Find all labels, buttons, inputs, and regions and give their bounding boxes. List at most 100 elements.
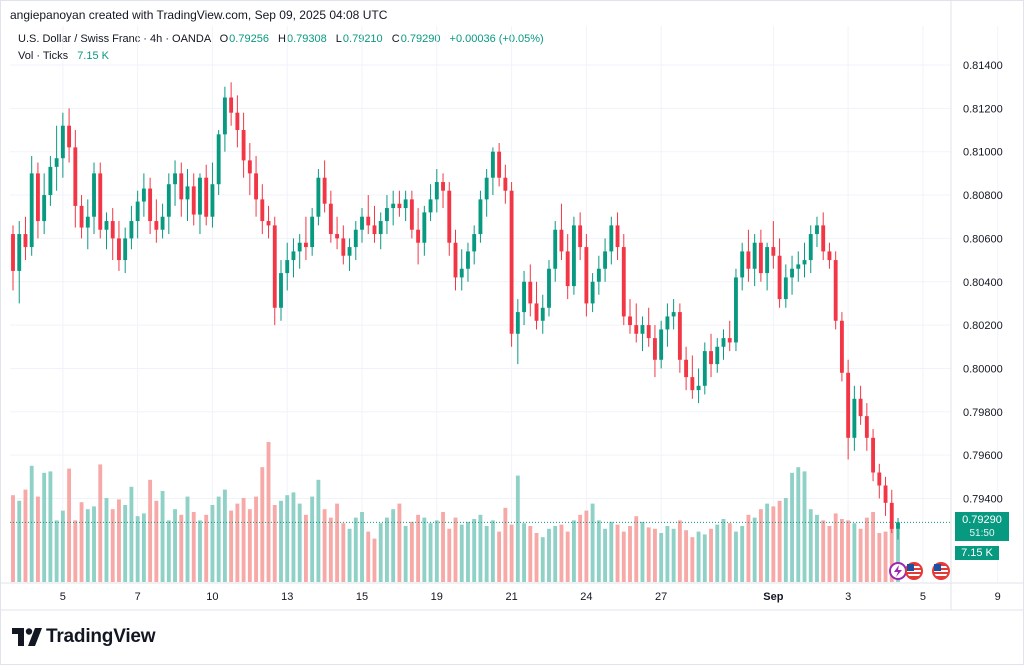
candle-37 (241, 112, 246, 178)
candle-56 (360, 208, 364, 243)
candle-18 (123, 227, 128, 274)
volume-bar-5 (42, 472, 47, 582)
volume-bar-107 (677, 520, 682, 582)
candle-64 (409, 190, 414, 239)
candle-body-123 (777, 255, 782, 300)
volume-bar-26 (173, 509, 177, 582)
candle-body-42 (272, 225, 277, 308)
candle-13 (92, 162, 96, 235)
candle-body-84 (534, 303, 539, 321)
volume-label[interactable]: Vol · Ticks (18, 50, 69, 62)
us-flag-event-icon[interactable] (905, 562, 923, 580)
volume-bar-129 (815, 514, 819, 582)
candle-body-61 (391, 203, 396, 209)
volume-bar-100 (634, 516, 639, 582)
volume-bar-48 (310, 496, 315, 582)
candle-94 (596, 255, 601, 295)
candle-body-112 (709, 351, 713, 365)
open-label: O (219, 33, 229, 45)
candle-body-99 (628, 316, 632, 326)
candle-17 (117, 221, 121, 271)
candle-24 (160, 203, 165, 239)
candle-body-7 (54, 158, 59, 167)
volume-bar-60 (385, 517, 389, 582)
candle-132 (833, 251, 838, 330)
price-tick-label-1: 0.81200 (963, 103, 1003, 115)
time-tick-label-7: 24 (580, 591, 592, 603)
candle-6 (48, 156, 53, 206)
volume-bar-24 (160, 491, 165, 582)
volume-bar-18 (123, 505, 128, 582)
candle-138 (871, 429, 876, 482)
volume-bar-21 (141, 513, 146, 582)
candle-body-43 (279, 273, 283, 308)
candle-body-53 (341, 238, 346, 256)
candle-45 (291, 238, 296, 278)
candle-body-23 (154, 221, 159, 230)
candle-body-97 (615, 225, 620, 248)
candle-body-16 (110, 221, 115, 239)
candle-body-83 (528, 281, 533, 304)
candle-body-63 (403, 199, 408, 209)
candle-44 (285, 242, 290, 291)
volume-bar-55 (353, 517, 358, 582)
candle-body-106 (671, 312, 676, 317)
candle-body-20 (135, 201, 140, 222)
chart-caption: angiepanoyan created with TradingView.co… (10, 8, 388, 22)
volume-bar-46 (297, 503, 302, 582)
candle-80 (509, 182, 514, 347)
candle-body-59 (378, 221, 383, 235)
candle-body-94 (596, 268, 601, 282)
candle-body-133 (839, 320, 844, 373)
candle-51 (328, 190, 333, 243)
candle-body-87 (553, 229, 558, 269)
volume-bar-142 (896, 528, 900, 582)
volume-bar-80 (509, 524, 514, 582)
candle-body-64 (409, 199, 414, 230)
volume-bar-75 (478, 514, 483, 582)
volume-bar-79 (503, 507, 508, 582)
volume-bar-115 (727, 523, 732, 582)
low-value: 0.79210 (342, 33, 383, 45)
candle-117 (740, 242, 745, 291)
symbol-title[interactable]: U.S. Dollar / Swiss Franc · 4h · OANDA (18, 33, 211, 45)
volume-bar-19 (129, 486, 134, 582)
volume-bar-103 (653, 528, 657, 582)
lightning-event-icon[interactable] (889, 562, 907, 580)
candle-101 (640, 316, 645, 352)
candle-140 (883, 476, 888, 516)
tradingview-logo-text: TradingView (46, 626, 156, 647)
volume-bar-7 (54, 520, 59, 582)
volume-bar-0 (11, 495, 15, 582)
candle-43 (279, 260, 283, 321)
tradingview-logo[interactable]: TradingView (12, 626, 156, 648)
volume-bar-122 (771, 506, 776, 582)
candle-body-130 (821, 225, 826, 252)
us-flag-event-icon-2[interactable] (932, 562, 950, 580)
volume-bar-53 (341, 523, 346, 582)
volume-bar-42 (272, 505, 277, 582)
candle-67 (428, 184, 433, 222)
candle-112 (709, 333, 713, 378)
change-value: +0.00036 (+0.05%) (449, 33, 544, 45)
candle-body-57 (366, 216, 371, 226)
price-tick-label-10: 0.79400 (963, 494, 1003, 506)
candle-69 (441, 173, 445, 209)
candle-body-111 (702, 351, 707, 386)
candle-121 (765, 242, 770, 291)
candle-body-72 (459, 268, 464, 278)
candle-2 (23, 216, 28, 261)
candle-body-25 (166, 184, 171, 217)
candle-body-142 (896, 522, 900, 529)
volume-bar-91 (578, 514, 583, 582)
volume-bar-124 (783, 498, 788, 582)
volume-bar-68 (434, 520, 439, 582)
candle-body-81 (515, 312, 520, 334)
candle-134 (846, 359, 851, 460)
volume-bar-99 (628, 526, 632, 582)
volume-bar-30 (198, 520, 202, 582)
candle-110 (696, 368, 701, 404)
candle-103 (653, 325, 657, 378)
candle-body-136 (858, 398, 863, 417)
